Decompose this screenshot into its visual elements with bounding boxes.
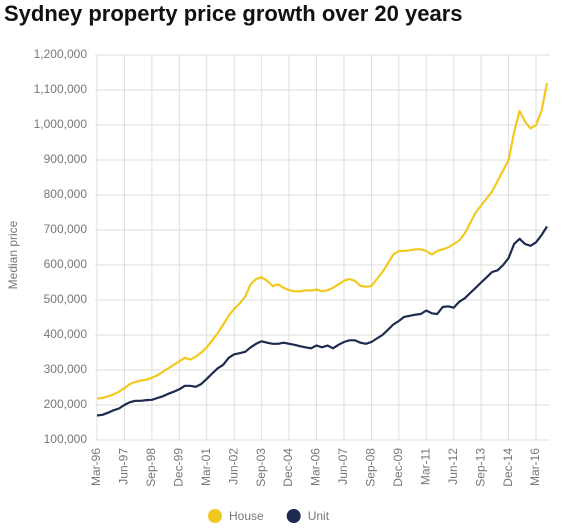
y-tick-label: 300,000 (44, 362, 88, 376)
y-axis-label: Median price (6, 220, 20, 289)
legend-marker (208, 509, 222, 523)
y-tick-label: 100,000 (44, 432, 88, 446)
x-tick-label: Mar-06 (309, 448, 323, 486)
x-tick-label: Mar-11 (418, 448, 432, 485)
y-tick-label: 500,000 (44, 292, 88, 306)
legend-marker (286, 509, 301, 523)
x-tick-label: Sep-98 (144, 448, 158, 487)
x-tick-label: Mar-01 (199, 448, 213, 486)
x-tick-label: Mar-96 (89, 448, 103, 486)
line-series (96, 225, 548, 417)
y-tick-label: 600,000 (44, 257, 88, 271)
x-tick-label: Sep-03 (254, 448, 268, 487)
x-tick-label: Jun-97 (117, 448, 131, 485)
y-tick-label: 700,000 (44, 222, 88, 236)
x-tick-label: Dec-14 (501, 448, 515, 487)
y-tick-label: 1,200,000 (34, 47, 88, 61)
line-series (96, 82, 549, 400)
chart-title: Sydney property price growth over 20 yea… (4, 1, 463, 26)
x-tick-label: Jun-07 (336, 448, 350, 485)
legend-label: House (229, 509, 264, 523)
x-tick-label: Sep-13 (473, 448, 487, 487)
legend-label: Unit (308, 509, 330, 523)
x-tick-label: Dec-99 (171, 448, 185, 487)
y-tick-label: 400,000 (44, 327, 88, 341)
x-tick-label: Mar-16 (528, 448, 542, 486)
y-tick-label: 1,000,000 (34, 117, 88, 131)
y-tick-label: 900,000 (44, 152, 88, 166)
x-tick-label: Jun-12 (446, 448, 460, 485)
y-tick-label: 800,000 (44, 187, 88, 201)
y-tick-label: 1,100,000 (34, 82, 88, 96)
x-tick-label: Sep-08 (364, 448, 378, 487)
x-tick-label: Dec-09 (391, 448, 405, 487)
x-tick-label: Dec-04 (281, 448, 295, 487)
x-tick-label: Jun-02 (226, 448, 240, 485)
y-tick-label: 200,000 (44, 397, 88, 411)
